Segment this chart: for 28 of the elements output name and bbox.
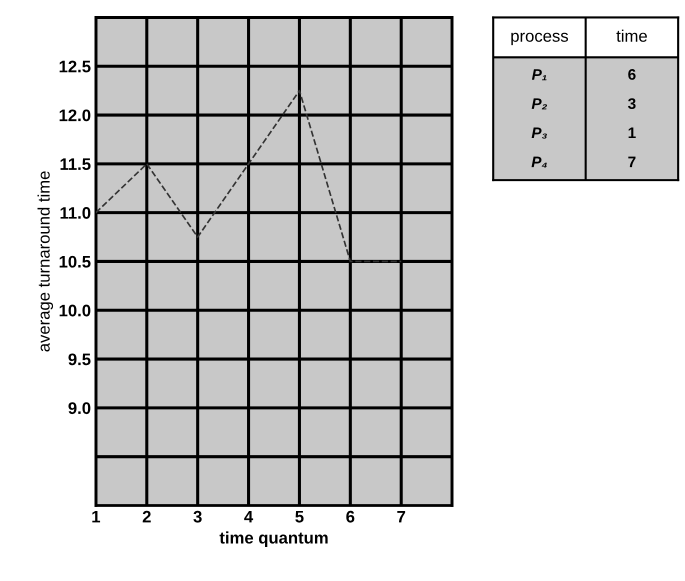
x-tick-label: 5 (295, 510, 304, 523)
data-label: 6 (628, 69, 636, 80)
y-tick-label: 9.5 (68, 353, 91, 366)
y-tick-label: 10.5 (60, 256, 91, 268)
text: time (616, 30, 647, 42)
y-axis-title: average turnaround time (38, 171, 54, 352)
category-label: P₃ (532, 128, 547, 139)
line-series (96, 90, 402, 262)
y-tick-label: 12.0 (60, 109, 90, 122)
category-label: P₂ (532, 98, 548, 110)
category-label: P₄ (532, 156, 547, 168)
x-tick-label: 7 (397, 510, 406, 522)
category-label: P₁ (532, 69, 547, 80)
y-tick-label: 12.5 (60, 60, 91, 72)
data-label: 1 (628, 128, 636, 138)
x-tick-label: 2 (142, 510, 151, 522)
x-axis-title: time quantum (220, 531, 328, 547)
y-tick-label: 11.5 (60, 158, 91, 170)
x-tick-label: 4 (244, 510, 254, 522)
data-label: 3 (628, 98, 636, 110)
x-tick-label: 6 (346, 510, 354, 523)
y-tick-label: 9.0 (68, 402, 90, 414)
y-tick-label: 11.0 (60, 207, 90, 219)
x-tick-label: 3 (193, 510, 202, 523)
y-tick-label: 10.0 (60, 304, 90, 316)
text: process (511, 32, 568, 46)
data-label: 7 (628, 156, 636, 168)
x-tick-label: 1 (92, 510, 100, 522)
